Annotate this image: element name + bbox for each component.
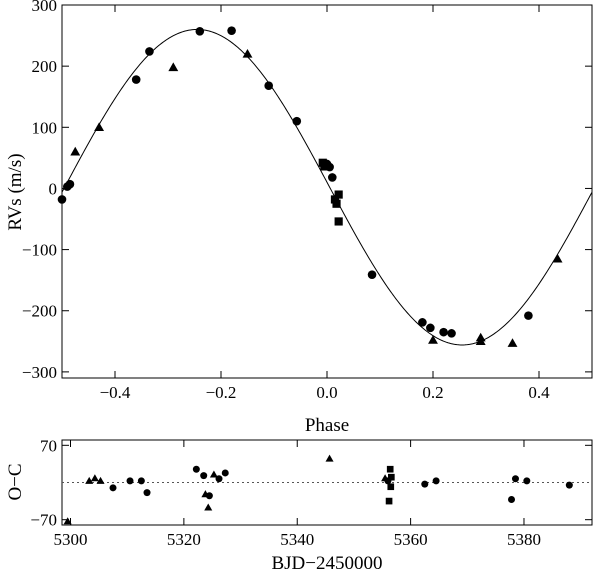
rv-circle-point [264, 81, 274, 91]
oc-square-point [386, 465, 394, 473]
oc-circle-point [192, 465, 200, 473]
residuals-panel: 5300 5320 5340 5360 5380 −70 70 BJD−2450000 O−… [5, 436, 593, 574]
rv-phase-panel: −0.4 −0.2 0.0 0.2 0.4−300−200−1000100200300 … [5, 0, 593, 436]
rv-ytick-label: −100 [22, 241, 57, 260]
rv-circle-point [447, 329, 456, 338]
oc-triangle-point [96, 476, 105, 484]
rv-square-point [330, 195, 340, 204]
oc-xtick-label: 5360 [394, 530, 428, 549]
phase-axis-label: Phase [305, 415, 349, 436]
rv-square-point [334, 190, 343, 199]
rv-circle-point [145, 47, 154, 56]
oc-xtick-label: 5320 [167, 530, 201, 549]
oc-circle-point [421, 480, 429, 488]
oc-triangle-point [204, 503, 213, 511]
rv-triangle-point [94, 122, 105, 132]
oc-ytick-label: 70 [40, 436, 57, 455]
rv-circle-point [292, 116, 302, 126]
oc-circle-point [137, 477, 145, 485]
rv-axis-ticks [62, 4, 592, 378]
rv-xtick-label: 0.4 [528, 383, 550, 402]
oc-circle-point [205, 492, 213, 500]
rv-triangle-point [507, 338, 518, 347]
rv-ytick-label: 200 [32, 57, 58, 76]
rv-axis-label: RVs (m/s) [5, 153, 26, 230]
oc-triangle-point [63, 517, 72, 525]
rv-circle-point [57, 195, 67, 204]
rv-ytick-label: 100 [32, 118, 58, 137]
rv-circle-point [418, 318, 427, 327]
oc-triangle-point [85, 476, 94, 484]
rv-ytick-label: −300 [22, 363, 57, 382]
rv-triangle-point [168, 62, 179, 72]
rv-circle-point [439, 327, 448, 337]
rv-circle-point [227, 26, 236, 35]
rv-triangle-point [242, 48, 253, 58]
oc-circle-point [200, 472, 208, 480]
rv-ytick-label: −200 [22, 302, 57, 321]
rv-triangle-point [428, 335, 438, 344]
rv-ytick-label: 0 [49, 179, 58, 198]
oc-xtick-label: 5300 [54, 530, 88, 549]
oc-triangle-point [325, 454, 334, 462]
rv-triangle-point [475, 336, 486, 346]
rv-ytick-label: 300 [32, 0, 58, 15]
oc-circle-point [565, 481, 573, 489]
rv-circle-point [131, 75, 141, 84]
oc-triangle-point [381, 474, 390, 482]
rv-plot-frame [61, 4, 593, 379]
rv-xtick-label: −0.2 [206, 383, 237, 402]
oc-data-points [63, 454, 573, 525]
rv-triangle-point [552, 253, 563, 263]
oc-triangle-point [90, 474, 99, 482]
rv-xtick-label: 0.2 [422, 383, 443, 402]
rv-model-curve [61, 28, 593, 346]
oc-square-point [385, 497, 393, 505]
oc-axis-ticks [62, 440, 592, 525]
oc-circle-point [143, 489, 151, 497]
rv-circle-point [195, 26, 205, 36]
oc-triangle-point [201, 490, 210, 498]
rv-circle-point [367, 270, 377, 279]
oc-circle-point [221, 469, 229, 477]
rv-circle-point [328, 173, 337, 182]
oc-circle-point [508, 496, 516, 503]
rv-circle-point [65, 179, 75, 189]
rv-triangle-point [70, 146, 81, 156]
rv-circle-point [524, 311, 533, 320]
rv-data-points [57, 26, 563, 347]
oc-triangle-point [209, 470, 218, 478]
oc-tick-labels: 5300 5320 5340 5360 5380 −70 70 [30, 436, 541, 549]
oc-ytick-label: −70 [30, 511, 57, 530]
bjd-axis-label: BJD−2450000 [271, 553, 382, 574]
oc-circle-point [126, 477, 134, 485]
rv-circle-point [426, 323, 435, 333]
oc-axis-label: O−C [5, 463, 26, 500]
rv-tick-labels: −0.4 −0.2 0.0 0.2 0.4 −300 −200 −100 0 100 200 300 [22, 0, 550, 402]
oc-xtick-label: 5340 [280, 530, 314, 549]
rv-xtick-label: −0.4 [100, 383, 131, 402]
oc-square-point [388, 473, 395, 481]
oc-square-point [387, 483, 395, 491]
oc-xtick-label: 5380 [507, 530, 541, 549]
rv-square-point [332, 199, 341, 208]
rv-square-point [320, 162, 329, 171]
oc-circle-point [511, 475, 519, 483]
rv-xtick-label: 0.0 [316, 383, 337, 402]
oc-circle-point [109, 484, 117, 492]
rv-square-point [334, 217, 343, 226]
oc-circle-point [523, 477, 531, 485]
oc-circle-point [432, 477, 440, 485]
